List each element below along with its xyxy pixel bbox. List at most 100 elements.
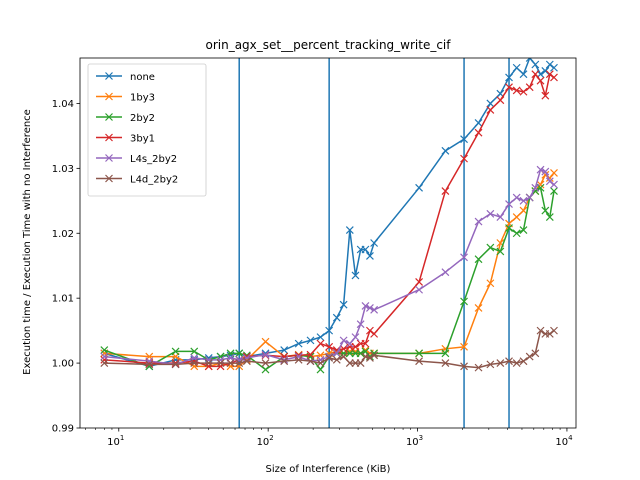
x-tick-label: 102	[257, 434, 274, 448]
data-point-marker	[280, 357, 289, 366]
data-point-marker	[325, 326, 334, 335]
data-point-marker	[474, 255, 483, 264]
legend-marker	[105, 154, 113, 162]
data-point-marker	[460, 253, 468, 262]
data-layer	[100, 58, 558, 428]
data-point-marker	[486, 209, 495, 218]
y-tick-label: 1.03	[52, 164, 74, 175]
data-point-marker	[332, 349, 341, 358]
data-point-marker	[361, 245, 370, 254]
data-point-marker	[216, 359, 225, 368]
data-point-marker	[505, 357, 513, 366]
data-point-marker	[441, 146, 450, 155]
data-point-marker	[280, 346, 289, 355]
data-point-marker	[216, 362, 225, 371]
data-point-marker	[204, 355, 213, 364]
y-tick-label: 1.00	[52, 359, 74, 370]
data-point-marker	[280, 355, 289, 364]
data-point-marker	[474, 303, 483, 312]
y-tick-label: 1.01	[52, 294, 74, 305]
plot-area: 0.99 1.00 1.01 1.02 1.03 1.04 101 102 103 104 none…	[52, 57, 577, 448]
data-point-marker	[505, 73, 513, 82]
data-point-marker	[536, 326, 545, 335]
data-point-marker	[316, 339, 325, 348]
data-point-marker	[519, 206, 528, 215]
data-point-marker	[366, 353, 374, 362]
data-point-marker	[505, 83, 513, 92]
data-point-marker	[512, 63, 521, 72]
data-point-marker	[345, 339, 354, 348]
data-point-marker	[531, 70, 540, 79]
data-point-marker	[216, 355, 225, 364]
data-point-marker	[474, 217, 483, 226]
data-point-marker	[486, 279, 495, 288]
data-point-marker	[100, 359, 109, 368]
data-point-marker	[460, 342, 468, 351]
data-point-marker	[536, 165, 545, 174]
data-point-marker	[541, 67, 550, 75]
y-tick-label: 1.04	[52, 99, 74, 110]
data-point-marker	[441, 268, 450, 277]
data-point-marker	[525, 83, 534, 92]
data-point-marker	[545, 213, 554, 221]
data-point-marker	[536, 76, 545, 85]
data-point-marker	[171, 360, 180, 369]
chart-title: orin_agx_set__percent_tracking_write_cif	[205, 38, 451, 52]
data-point-marker	[204, 362, 213, 371]
data-point-marker	[351, 271, 360, 280]
legend-marker	[105, 174, 113, 183]
data-point-marker	[204, 359, 213, 368]
data-point-marker	[415, 357, 424, 366]
legend-marker	[105, 133, 113, 142]
data-point-marker	[100, 346, 109, 355]
data-point-marker	[550, 187, 558, 195]
x-axis-label: Size of Interference (KiB)	[266, 464, 391, 475]
data-point-marker	[441, 359, 450, 368]
y-tick-label: 0.99	[52, 424, 74, 435]
data-point-marker	[366, 326, 374, 335]
data-point-marker	[519, 196, 528, 205]
data-point-marker	[460, 297, 468, 306]
data-point-marker	[370, 239, 379, 247]
data-point-marker	[351, 333, 360, 342]
data-point-marker	[242, 357, 251, 366]
data-point-marker	[505, 224, 513, 232]
data-point-marker	[486, 360, 495, 369]
data-point-marker	[512, 359, 521, 368]
data-point-marker	[415, 349, 424, 358]
data-point-marker	[226, 359, 235, 368]
data-point-marker	[486, 99, 495, 108]
data-point-marker	[100, 352, 109, 361]
data-point-marker	[261, 350, 270, 359]
data-point-marker	[541, 206, 550, 215]
data-point-marker	[525, 193, 534, 202]
x-tick-label: 101	[107, 434, 124, 448]
data-point-marker	[550, 180, 558, 189]
data-point-marker	[496, 213, 505, 221]
data-point-marker	[306, 357, 315, 366]
data-point-marker	[519, 87, 528, 96]
data-point-marker	[441, 349, 450, 358]
data-point-marker	[550, 326, 558, 335]
data-point-marker	[332, 313, 341, 322]
data-point-marker	[294, 352, 303, 361]
axes-frame	[79, 57, 577, 429]
data-point-marker	[486, 106, 495, 114]
data-point-marker	[550, 63, 558, 72]
legend-label: L4d_2by2	[130, 175, 178, 186]
data-point-marker	[474, 128, 483, 137]
data-point-marker	[525, 58, 534, 62]
data-point-marker	[505, 200, 513, 208]
data-point-marker	[519, 70, 528, 79]
data-point-marker	[294, 339, 303, 348]
data-point-marker	[496, 96, 505, 105]
data-point-marker	[366, 303, 374, 312]
x-tick-label: 104	[555, 434, 573, 448]
data-point-marker	[306, 336, 315, 345]
y-axis-label: Execution time / Execution Time with no …	[22, 109, 33, 375]
data-point-marker	[496, 247, 505, 256]
data-point-marker	[171, 359, 180, 368]
legend-marker	[105, 113, 113, 121]
data-point-marker	[541, 167, 550, 176]
